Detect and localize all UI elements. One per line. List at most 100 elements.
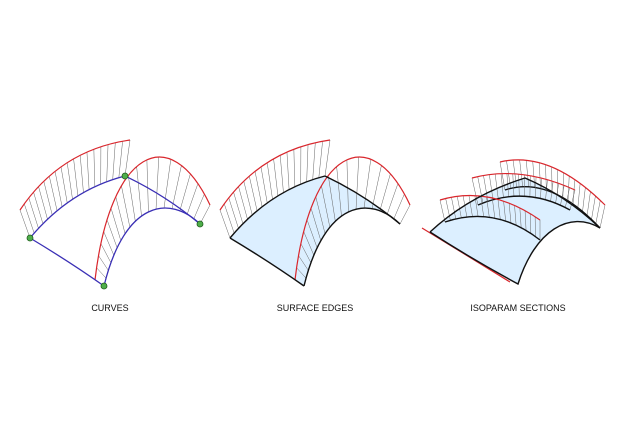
panel-label: ISOPARAM SECTIONS: [470, 303, 565, 313]
hatch-line: [199, 204, 211, 225]
hatch-line: [186, 183, 199, 215]
hatch-line: [254, 171, 263, 207]
edge: [229, 175, 326, 239]
hatch-line: [79, 155, 84, 193]
panel-surface-edges: SURFACE EDGES: [219, 139, 411, 313]
hatch-line: [60, 166, 68, 203]
profile-curve: [219, 139, 331, 211]
hatch-line: [136, 166, 142, 217]
hatch-line: [393, 193, 405, 219]
hatch-line: [555, 183, 559, 204]
hatch-line: [273, 158, 279, 196]
hatch-line: [346, 159, 349, 212]
hatch-line: [43, 181, 53, 216]
hatch-line: [480, 196, 484, 217]
edge-curve: [29, 237, 105, 287]
hatch-line: [586, 191, 591, 216]
hatch-line: [233, 192, 244, 224]
profile-curve: [19, 139, 131, 211]
surface: [430, 178, 600, 284]
edge-curve: [103, 207, 201, 287]
hatch-line: [128, 175, 136, 222]
control-point: [196, 220, 204, 228]
hatch-line: [155, 157, 160, 210]
hatch-line: [567, 175, 570, 201]
hatch-line: [112, 142, 116, 180]
hatch-line: [106, 219, 118, 248]
hatch-line: [121, 185, 131, 228]
hatch-line: [266, 162, 273, 200]
hatch-line: [599, 204, 606, 229]
hatch-line: [163, 159, 172, 209]
edge: [429, 177, 601, 233]
hatch-line: [306, 144, 309, 182]
panel-curves: CURVES: [19, 139, 211, 313]
hatch-line: [468, 195, 473, 217]
panel-label: CURVES: [91, 303, 128, 313]
hatch-line: [318, 141, 323, 178]
hatch-line: [508, 203, 512, 224]
hatch-line: [179, 173, 191, 211]
panel-label: SURFACE EDGES: [277, 303, 354, 313]
hatch-line: [310, 208, 322, 241]
hatch-line: [228, 197, 239, 229]
hatch-line: [96, 267, 107, 279]
hatch-line: [306, 219, 318, 248]
edge: [229, 237, 305, 287]
hatch-line: [66, 162, 73, 200]
hatch-line: [103, 231, 115, 256]
control-point: [100, 282, 108, 290]
hatch-line: [545, 179, 548, 200]
hatch-line: [525, 160, 529, 187]
hatch-line: [110, 208, 122, 241]
hatch-line: [286, 152, 290, 190]
hatch-line: [24, 203, 35, 234]
hatch-line: [33, 192, 44, 224]
hatch-line: [486, 196, 490, 218]
section-curve: [471, 172, 576, 191]
hatch-line: [471, 177, 479, 206]
isoparam: [444, 215, 541, 241]
hatch-line: [279, 155, 284, 193]
hatch-line: [296, 267, 307, 279]
hatch-line: [519, 207, 522, 228]
hatch-line: [315, 196, 326, 234]
hatch-line: [540, 178, 543, 199]
edge-curve: [29, 175, 126, 239]
profile-curve: [294, 156, 411, 281]
hatch-line: [28, 197, 39, 229]
hatch-line: [124, 139, 131, 177]
hatch-line: [312, 142, 316, 180]
edge: [429, 220, 601, 286]
hatch-line: [249, 176, 258, 211]
hatch-line: [355, 157, 360, 210]
hatch-line: [565, 187, 570, 208]
hatch-line: [238, 186, 248, 220]
hatch-line: [532, 161, 535, 188]
hatch-line: [399, 204, 411, 225]
hatch-line: [538, 162, 541, 189]
hatch-line: [106, 144, 109, 182]
hatch-line: [300, 243, 312, 263]
control-point: [121, 172, 129, 180]
hatch-line: [591, 195, 596, 220]
hatch-line: [497, 199, 501, 220]
hatch-line: [371, 165, 382, 209]
hatch-line: [363, 159, 372, 209]
hatch-line: [54, 171, 63, 207]
hatch-line: [529, 213, 532, 234]
hatch-line: [298, 255, 309, 271]
edge-curve: [124, 175, 201, 225]
hatch-line: [494, 173, 499, 199]
hatch-line: [336, 166, 342, 217]
hatch-line: [115, 196, 126, 234]
control-point: [26, 234, 34, 242]
surface: [230, 176, 400, 286]
hatch-line: [462, 195, 468, 218]
hatch-line: [519, 159, 523, 187]
hatch-line: [303, 231, 315, 256]
hatch-line: [518, 174, 520, 197]
hatch-line: [577, 183, 581, 208]
hatch-line: [534, 176, 537, 198]
hatch-line: [98, 255, 109, 271]
